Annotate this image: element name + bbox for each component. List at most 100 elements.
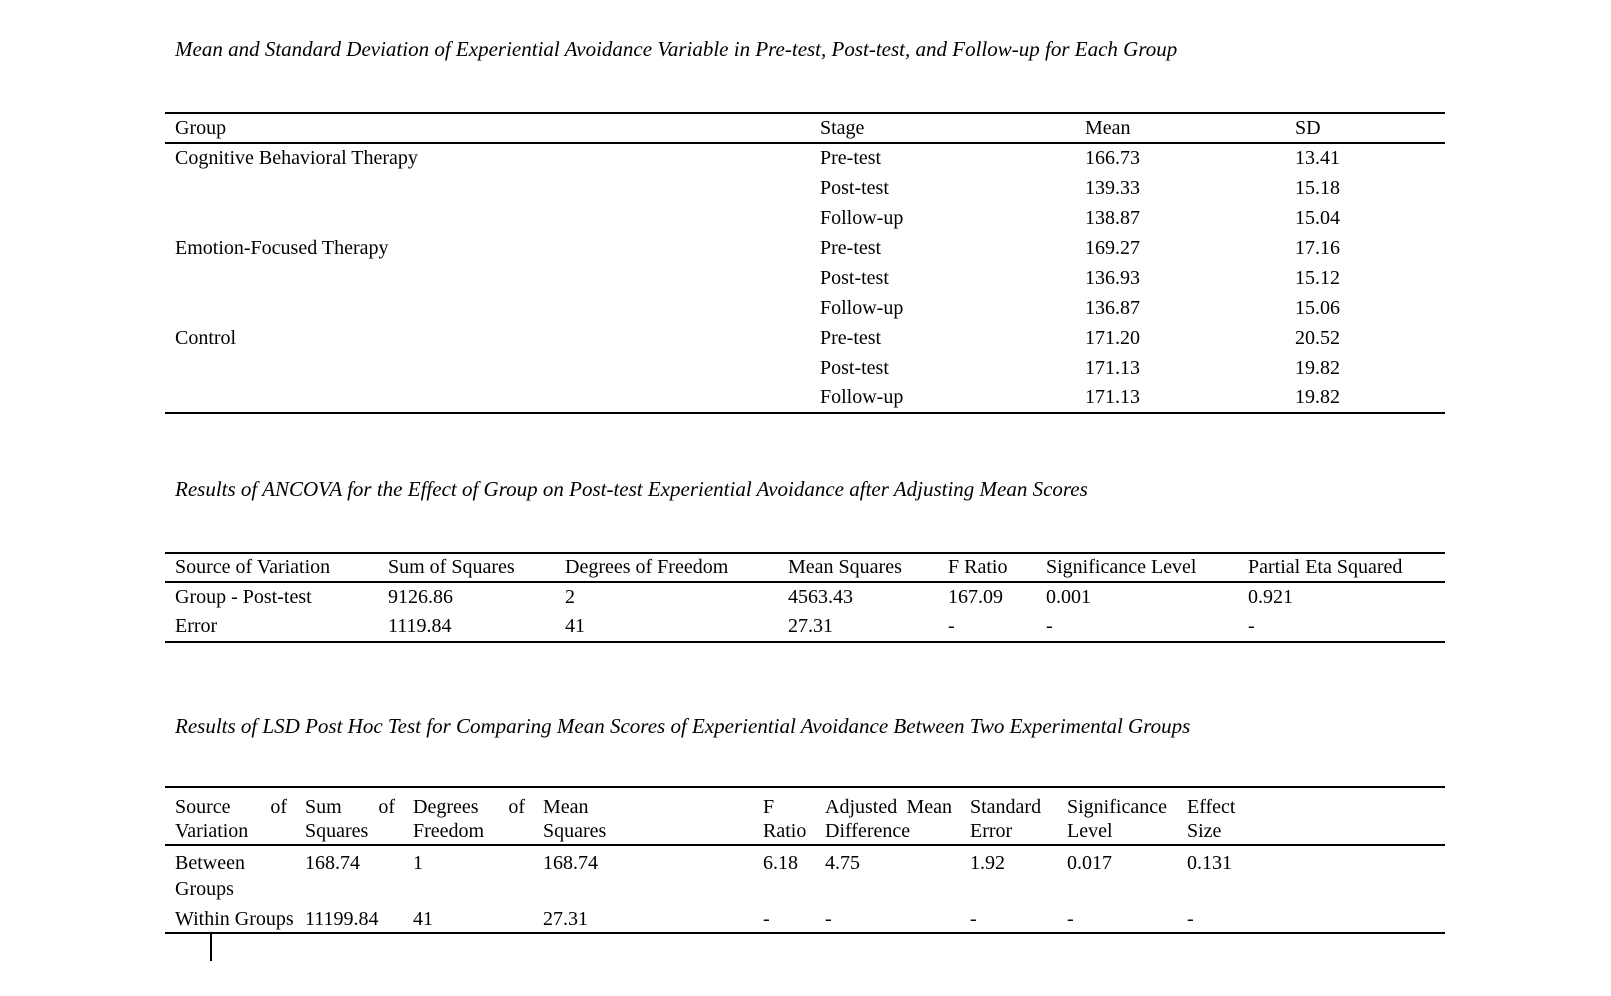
table-cell: Emotion-Focused Therapy xyxy=(175,236,389,259)
header-word: Degrees xyxy=(413,796,479,818)
table-cell: 27.31 xyxy=(543,908,588,930)
header-word: Standard xyxy=(970,796,1042,818)
table-cell: 171.13 xyxy=(1085,386,1140,408)
table-cell xyxy=(165,293,810,323)
column-header: F Ratio xyxy=(753,787,815,845)
table-cell: - xyxy=(825,908,832,930)
table-cell: - xyxy=(1046,615,1053,637)
table-cell: 20.52 xyxy=(1295,326,1340,349)
table1-caption: Mean and Standard Deviation of Experient… xyxy=(175,37,1178,61)
table-cell: 4.75 xyxy=(825,852,860,874)
column-header: Significance Level xyxy=(1046,556,1197,578)
header-row: Source of Variation Sum of Squares Degrees… xyxy=(165,787,1445,845)
table-cell: - xyxy=(970,908,977,930)
table-cell: Post-test xyxy=(820,176,889,199)
table-cell: Pre-test xyxy=(820,326,882,349)
header-word: Size xyxy=(1187,820,1222,842)
header-word: Mean xyxy=(906,796,952,818)
table-cell: 15.04 xyxy=(1295,206,1340,229)
column-header: Adjusted Mean Difference xyxy=(815,787,960,845)
table-cell xyxy=(165,173,810,203)
table-cell: 171.20 xyxy=(1085,326,1140,349)
table-cell: 15.06 xyxy=(1295,296,1340,319)
table-cell: - xyxy=(1248,615,1255,637)
table-row: Follow-up 171.13 19.82 xyxy=(165,383,1445,413)
table-cell: 13.41 xyxy=(1295,147,1340,169)
column-header: Mean xyxy=(1085,116,1131,139)
table-cell: 168.74 xyxy=(543,852,598,874)
table-cell: 15.12 xyxy=(1295,266,1340,289)
column-header: Degrees of Freedom xyxy=(565,556,729,578)
header-word: of xyxy=(378,796,395,818)
column-header: Degrees of Freedom xyxy=(403,787,533,845)
header-word: Adjusted xyxy=(825,796,898,818)
table-cell: 11199.84 xyxy=(305,908,379,930)
table-cell: Error xyxy=(175,615,218,637)
table-cell: Between Groups xyxy=(175,852,245,900)
table-row: Control Pre-test 171.20 20.52 xyxy=(165,323,1445,353)
header-word: Level xyxy=(1067,820,1113,842)
header-word: Significance xyxy=(1067,796,1167,818)
table-cell xyxy=(165,203,810,233)
header-word: Freedom xyxy=(413,820,485,842)
table-cell: - xyxy=(763,908,770,930)
table-cell xyxy=(165,383,810,413)
column-header: Source of Variation xyxy=(175,556,331,578)
table-row: Post-test 171.13 19.82 xyxy=(165,353,1445,383)
table-cell: 41 xyxy=(413,908,433,930)
table-cell: Cognitive Behavioral Therapy xyxy=(175,147,418,169)
table-cell: Follow-up xyxy=(820,386,904,408)
table-cell: 169.27 xyxy=(1085,236,1140,259)
table-row: Post-test 139.33 15.18 xyxy=(165,173,1445,203)
table-cell: 139.33 xyxy=(1085,176,1140,199)
table-cell: 1119.84 xyxy=(388,615,452,637)
table-row: Between Groups 168.74 1 168.74 6.18 4.75… xyxy=(165,845,1445,902)
table-cell: 27.31 xyxy=(788,615,833,637)
table-cell: 166.73 xyxy=(1085,147,1140,169)
lsd-posthoc-table: Source of Variation Sum of Squares Degrees… xyxy=(165,786,1445,934)
table-cell: Follow-up xyxy=(820,296,904,319)
table-cell: 138.87 xyxy=(1085,206,1140,229)
header-word: of xyxy=(508,796,525,818)
table-cell: 136.93 xyxy=(1085,266,1140,289)
table-cell: 1 xyxy=(413,852,423,874)
table-cell xyxy=(165,353,810,383)
header-word: Source xyxy=(175,796,231,818)
column-header: Sum of Squares xyxy=(388,556,515,578)
table2-caption: Results of ANCOVA for the Effect of Grou… xyxy=(175,477,1088,501)
header-word: Effect xyxy=(1187,796,1236,818)
table-cell: 0.017 xyxy=(1067,852,1112,874)
column-header: Significance Level xyxy=(1057,787,1177,845)
table-cell: Control xyxy=(175,326,237,349)
table-row: Post-test 136.93 15.12 xyxy=(165,263,1445,293)
table-row: Group - Post-test 9126.86 2 4563.43 167.… xyxy=(165,582,1445,612)
table-cell: - xyxy=(1067,908,1074,930)
text-cursor xyxy=(210,933,212,961)
header-word: Error xyxy=(970,820,1013,842)
table-cell: Group - Post-test xyxy=(175,586,312,608)
table-cell: 0.001 xyxy=(1046,586,1091,608)
table-cell: 6.18 xyxy=(763,852,798,874)
table-cell: Post-test xyxy=(820,356,889,379)
table-row: Follow-up 138.87 15.04 xyxy=(165,203,1445,233)
header-word: of xyxy=(270,796,287,818)
table-cell: Within Groups xyxy=(175,908,294,930)
table-cell xyxy=(165,263,810,293)
table-cell: - xyxy=(1187,908,1194,930)
table-cell: 167.09 xyxy=(948,586,1003,608)
header-word: Mean xyxy=(543,796,589,818)
header-word: Difference xyxy=(825,820,911,842)
table-cell: 41 xyxy=(565,615,585,637)
column-header: F Ratio xyxy=(948,556,1008,578)
column-header: Partial Eta Squared xyxy=(1248,556,1403,578)
table-row: Within Groups 11199.84 41 27.31 - - - - … xyxy=(165,902,1445,933)
table-cell: 19.82 xyxy=(1295,386,1340,408)
table-cell: 4563.43 xyxy=(788,586,853,608)
table-cell: 168.74 xyxy=(305,852,360,874)
table-cell: 0.131 xyxy=(1187,852,1232,874)
column-header: Mean Squares xyxy=(788,556,902,578)
column-header: Group xyxy=(175,116,227,139)
header-word: Ratio xyxy=(763,820,807,842)
table-cell: 19.82 xyxy=(1295,356,1340,379)
